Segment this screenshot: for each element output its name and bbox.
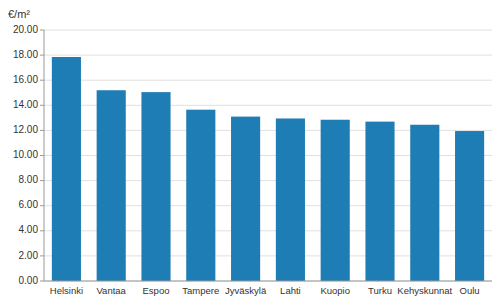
x-tick-label: Jyväskylä bbox=[225, 285, 267, 296]
y-tick-label: 6.00 bbox=[19, 199, 39, 210]
grid bbox=[44, 30, 492, 281]
bar bbox=[186, 110, 215, 281]
chart: 0.00 2.00 4.00 6.00 8.00 10.00 12.00 14.00 16.00… bbox=[0, 0, 500, 305]
y-tick-label: 0.00 bbox=[19, 275, 39, 286]
y-axis-label: €/m² bbox=[8, 8, 30, 20]
y-tick bbox=[40, 30, 44, 31]
bar bbox=[231, 117, 260, 281]
y-tick bbox=[40, 80, 44, 81]
grid-line bbox=[44, 80, 492, 81]
chart-container: 0.00 2.00 4.00 6.00 8.00 10.00 12.00 14.00 16.00… bbox=[0, 0, 500, 305]
bar bbox=[52, 57, 81, 281]
grid-line bbox=[44, 30, 492, 31]
x-axis-line bbox=[44, 281, 492, 282]
y-tick-label: 12.00 bbox=[13, 124, 38, 135]
x-tick-label: Turku bbox=[368, 285, 392, 296]
x-tick-label: Tampere bbox=[182, 285, 219, 296]
x-tick-label: Kuopio bbox=[320, 285, 350, 296]
y-tick-label: 8.00 bbox=[19, 174, 39, 185]
y-tick bbox=[40, 255, 44, 256]
y-tick-label: 10.00 bbox=[13, 149, 38, 160]
x-tick-label: Oulu bbox=[460, 285, 480, 296]
grid-line bbox=[44, 55, 492, 56]
x-tick-label: Vantaa bbox=[96, 285, 126, 296]
y-tick bbox=[40, 130, 44, 131]
bar bbox=[97, 90, 126, 281]
y-tick-label: 4.00 bbox=[19, 224, 39, 235]
bar bbox=[141, 92, 170, 281]
x-tick-label: Lahti bbox=[280, 285, 301, 296]
y-tick bbox=[40, 230, 44, 231]
bar bbox=[365, 122, 394, 281]
y-tick bbox=[40, 105, 44, 106]
grid-line bbox=[44, 281, 492, 282]
y-tick bbox=[40, 55, 44, 56]
bar bbox=[410, 125, 439, 281]
x-tick-label: Kehyskunnat bbox=[397, 285, 452, 296]
y-tick-label: 14.00 bbox=[13, 99, 38, 110]
y-tick bbox=[40, 180, 44, 181]
x-axis: Helsinki Vantaa Espoo Tampere Jyväskylä Lahti… bbox=[44, 30, 492, 296]
y-tick-label: 2.00 bbox=[19, 250, 39, 261]
y-tick-label: 20.00 bbox=[13, 24, 38, 35]
y-tick bbox=[40, 281, 44, 282]
x-tick-label: Espoo bbox=[143, 285, 170, 296]
y-axis-line bbox=[44, 30, 45, 281]
bar bbox=[276, 118, 305, 281]
bars bbox=[52, 57, 484, 281]
y-tick bbox=[40, 155, 44, 156]
y-tick-label: 18.00 bbox=[13, 49, 38, 60]
y-axis: 0.00 2.00 4.00 6.00 8.00 10.00 12.00 14.00 16.00… bbox=[13, 24, 44, 286]
y-tick-label: 16.00 bbox=[13, 74, 38, 85]
bar bbox=[455, 131, 484, 281]
x-tick-label: Helsinki bbox=[50, 285, 83, 296]
bar bbox=[321, 120, 350, 281]
y-tick bbox=[40, 205, 44, 206]
